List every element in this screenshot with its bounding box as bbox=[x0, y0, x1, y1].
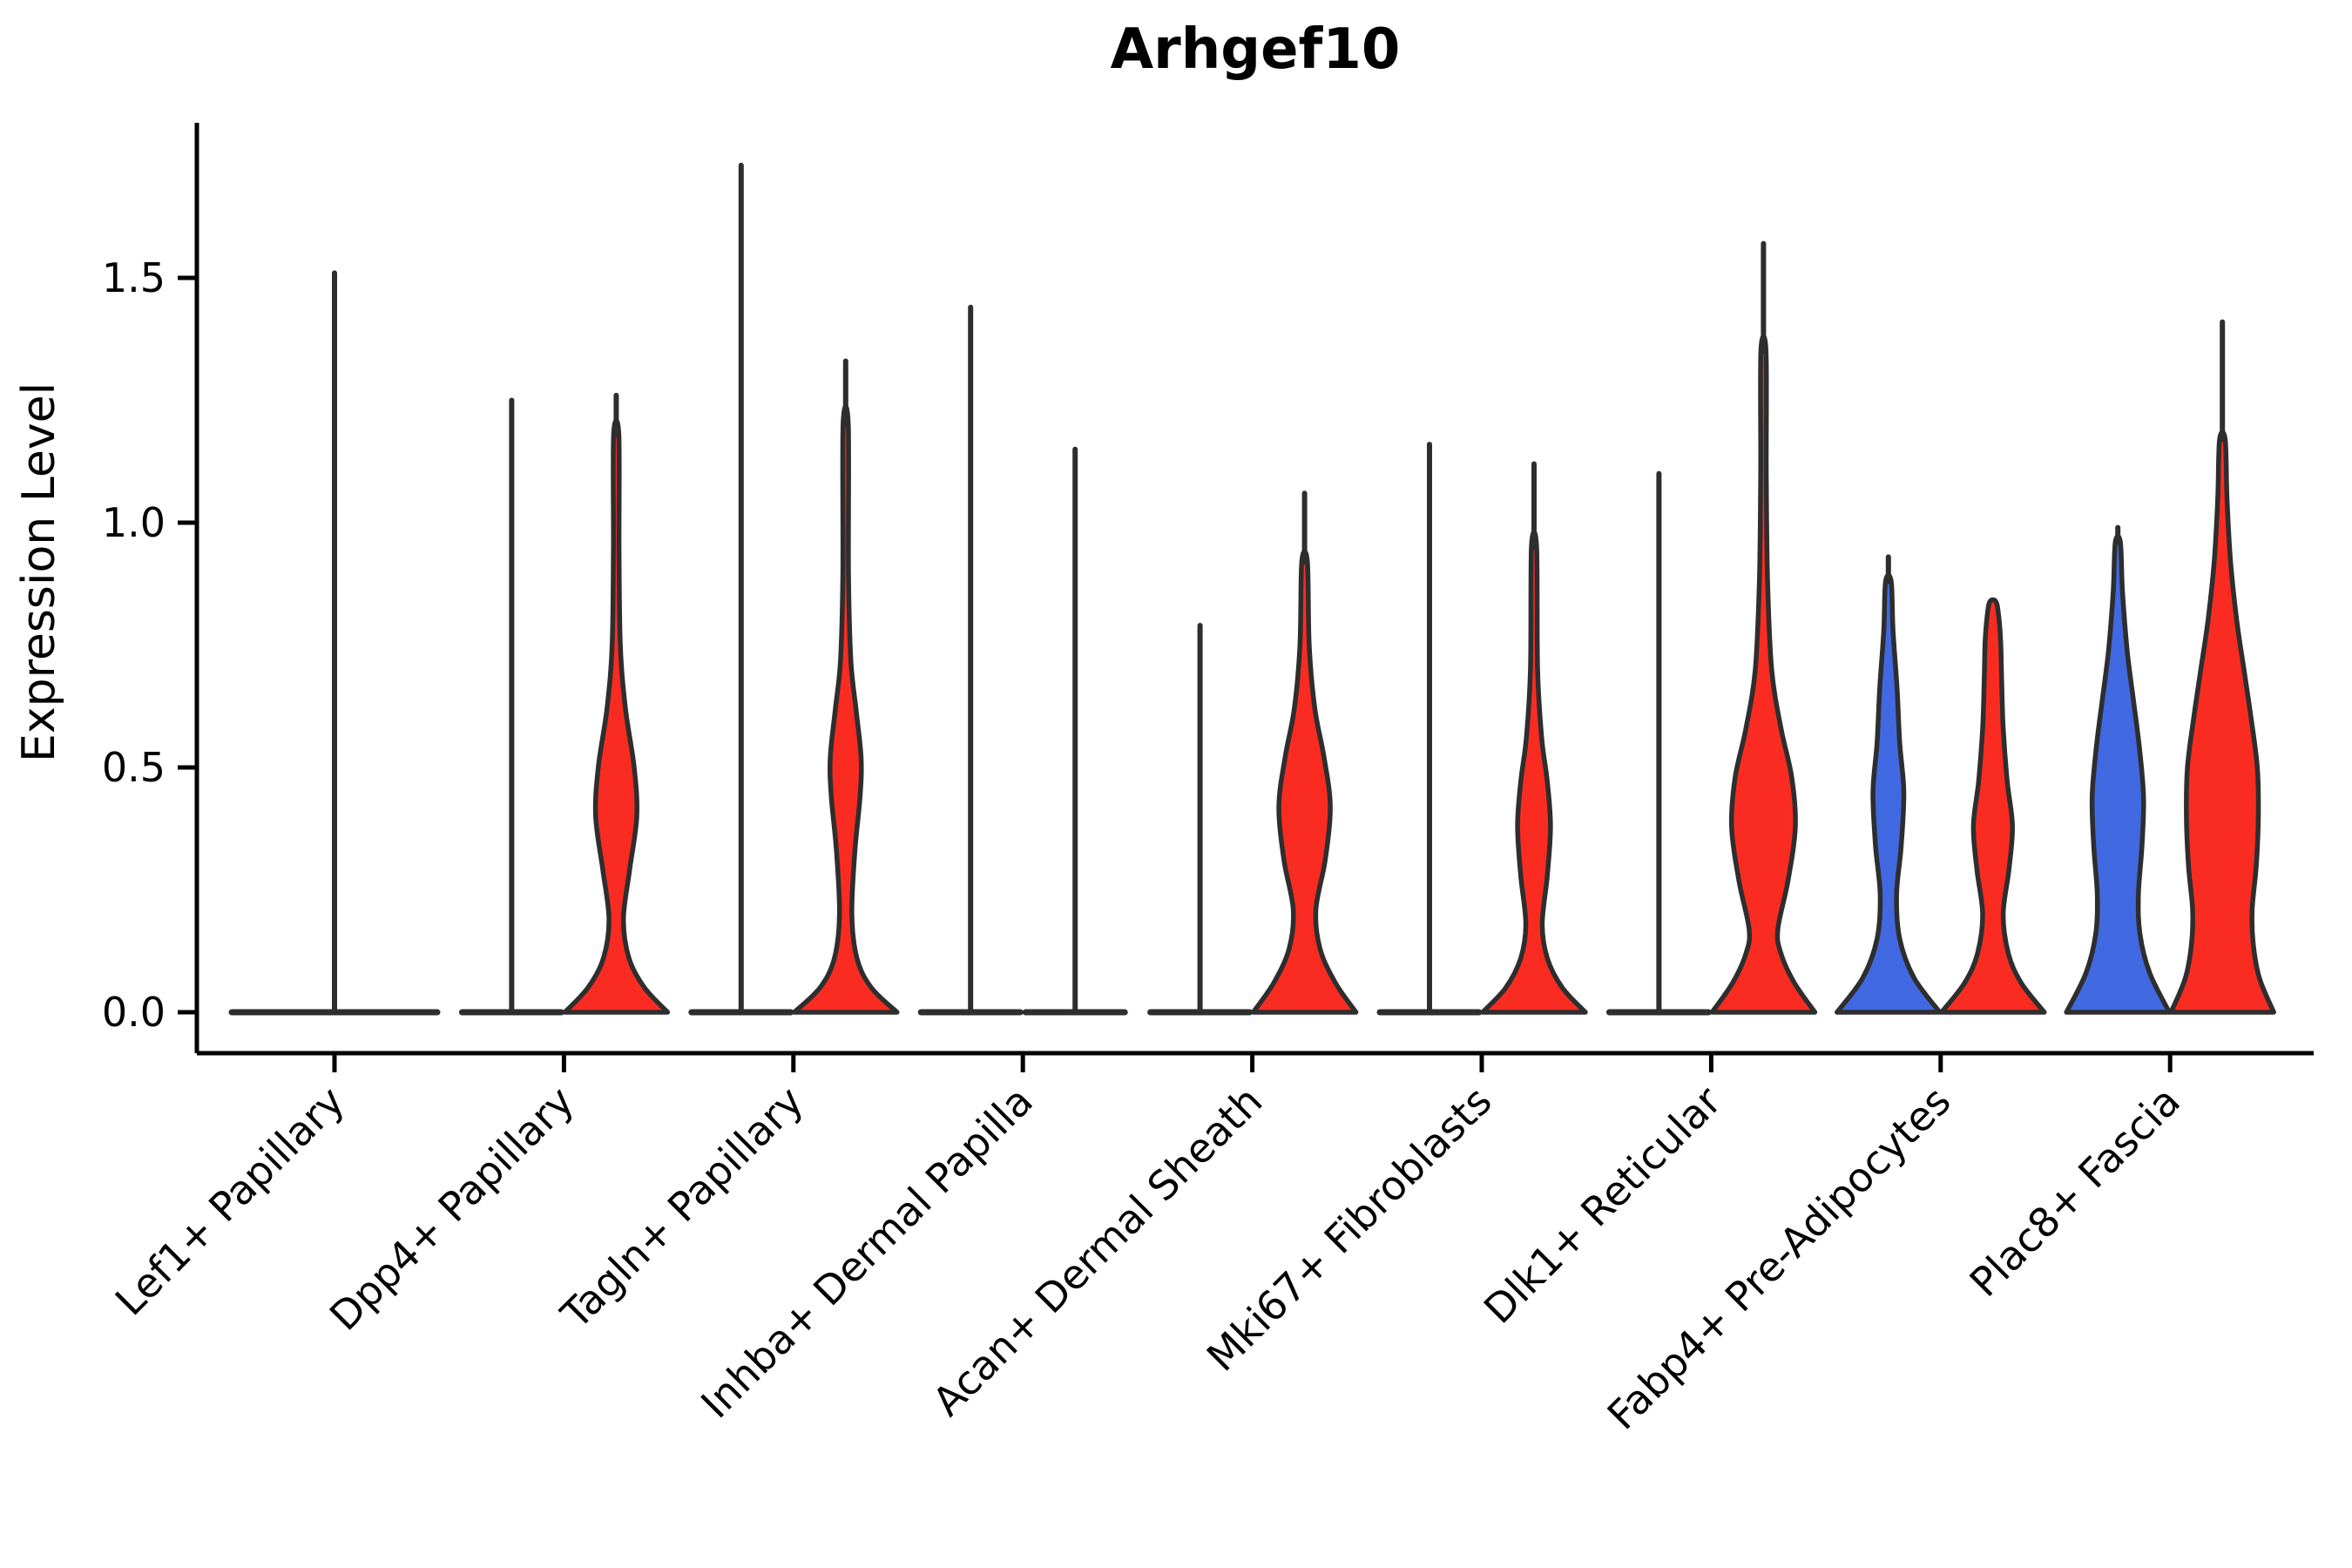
violin-body bbox=[2168, 429, 2276, 1015]
violin-acan-dermal-sheath-2 bbox=[1250, 490, 1359, 1015]
violin-body bbox=[1939, 597, 2047, 1015]
violin-inhba-dermal-papilla-2 bbox=[1022, 446, 1128, 1016]
violin-dpp4-papillary-2 bbox=[562, 392, 671, 1015]
violin-dlk1-reticular-2 bbox=[1709, 240, 1818, 1015]
violin-acan-dermal-sheath-1 bbox=[1147, 623, 1254, 1016]
violins bbox=[228, 162, 2276, 1016]
x-tick-label-lef1-papillary: Lef1+ Papillary bbox=[106, 1078, 354, 1325]
violin-inhba-dermal-papilla-1 bbox=[917, 304, 1024, 1016]
violin-lef1-papillary-1 bbox=[228, 270, 441, 1016]
y-tick-label: 1.5 bbox=[102, 254, 166, 301]
y-tick-label: 1.0 bbox=[102, 499, 166, 546]
violin-body bbox=[1480, 529, 1588, 1015]
x-tick-label-tagln-papillary: Tagln+ Papillary bbox=[551, 1078, 813, 1339]
chart-title: Arhgef10 bbox=[1111, 17, 1401, 82]
x-tick-label-plac8-fascia: Plac8+ Fascia bbox=[1961, 1078, 2189, 1306]
x-tick-label-dpp4-papillary: Dpp4+ Papillary bbox=[321, 1078, 583, 1340]
y-tick-label: 0.0 bbox=[102, 989, 166, 1036]
violin-body bbox=[792, 403, 900, 1015]
violin-tagln-papillary-2 bbox=[792, 358, 900, 1015]
violin-body bbox=[1250, 549, 1359, 1015]
violin-plac8-fascia-1 bbox=[2064, 524, 2172, 1015]
violin-fabp4-pre-adipocytes-1 bbox=[1835, 554, 1943, 1015]
axes bbox=[178, 123, 2314, 1072]
violin-plac8-fascia-2 bbox=[2168, 319, 2276, 1015]
violin-tagln-papillary-1 bbox=[688, 162, 794, 1016]
violin-body bbox=[1835, 572, 1943, 1015]
y-tick-label: 0.5 bbox=[102, 744, 166, 791]
violin-mki67-fibroblasts-1 bbox=[1376, 442, 1483, 1016]
violin-body bbox=[562, 417, 671, 1015]
violin-mki67-fibroblasts-2 bbox=[1480, 461, 1588, 1015]
violin-fabp4-pre-adipocytes-2 bbox=[1939, 597, 2047, 1015]
violin-dpp4-papillary-1 bbox=[458, 397, 564, 1016]
violin-body bbox=[1709, 334, 1818, 1015]
y-axis-label: Expression Level bbox=[13, 382, 65, 762]
x-tick-label-dlk1-reticular: Dlk1+ Reticular bbox=[1475, 1078, 1730, 1333]
violin-dlk1-reticular-1 bbox=[1605, 470, 1712, 1016]
violin-body bbox=[2064, 533, 2172, 1015]
